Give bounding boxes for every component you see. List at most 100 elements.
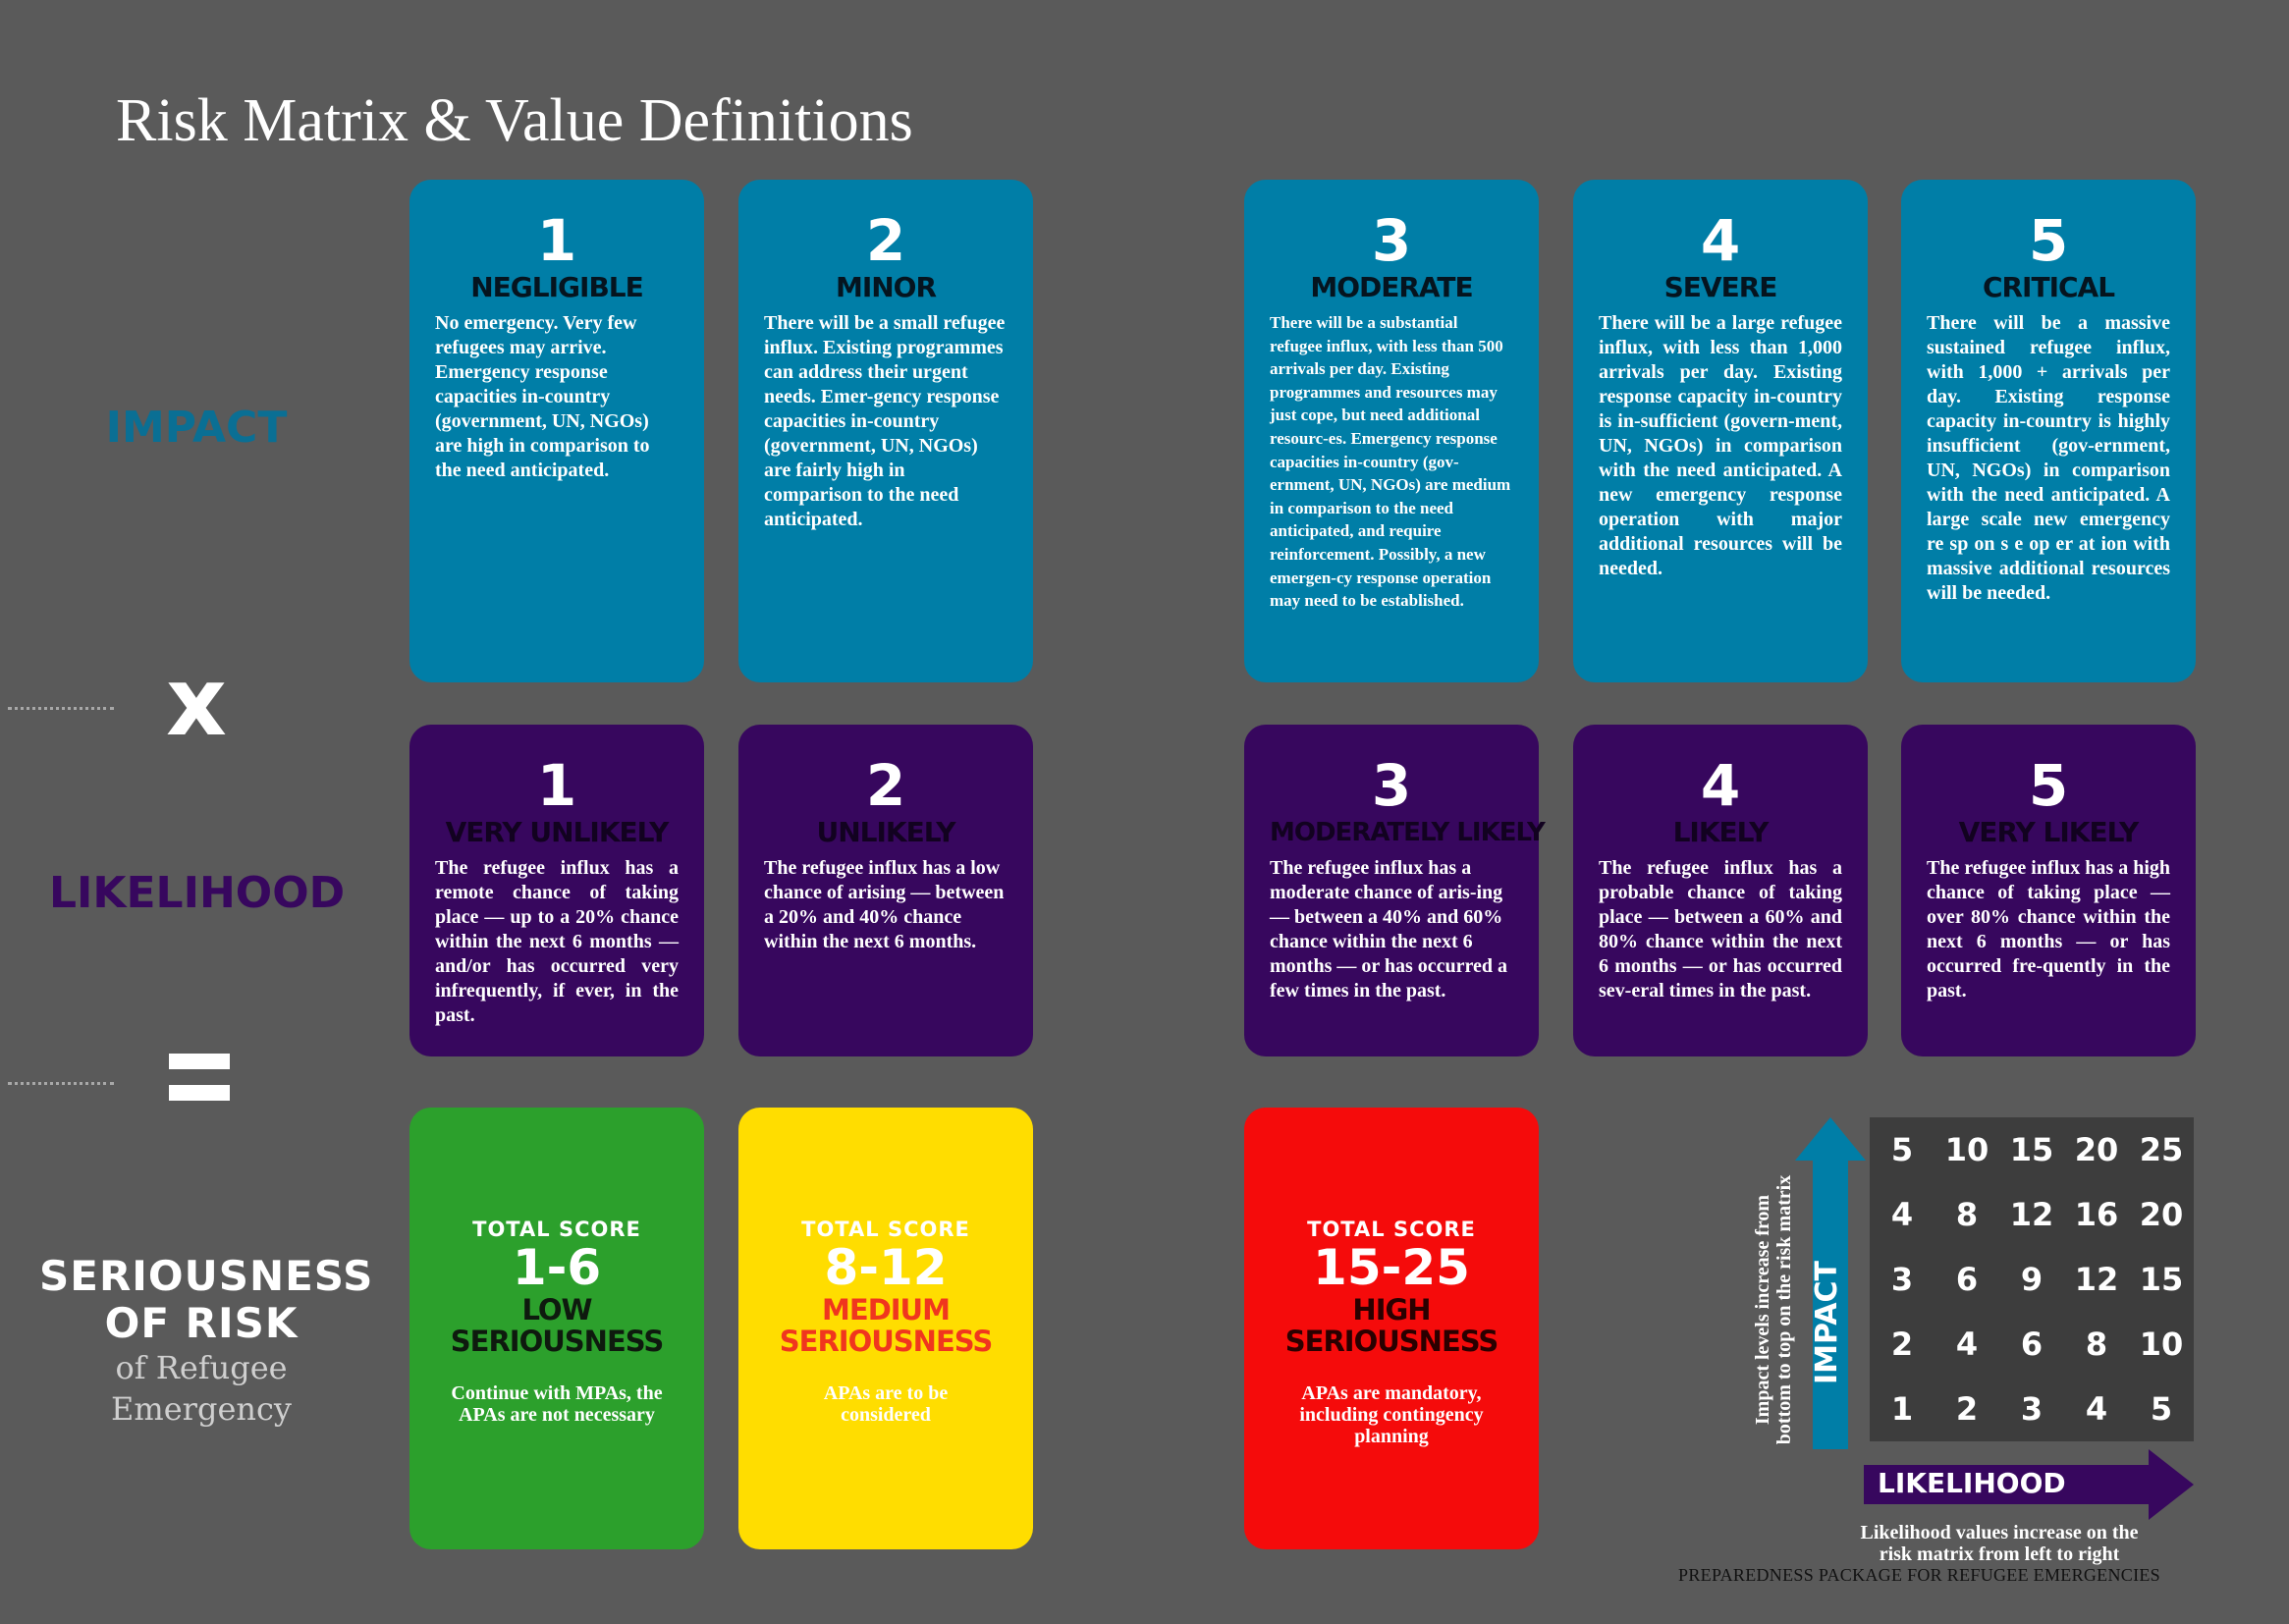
matrix-cell: 6 [2020,1326,2044,1363]
impact-number: 4 [1700,207,1741,274]
matrix-cell: 4 [1890,1196,1914,1233]
likelihood-card-4: 4 LIKELY The refugee influx has a probab… [1573,725,1868,1056]
matrix-cell: 8 [2085,1326,2108,1363]
impact-level: CRITICAL [1982,271,2115,303]
impact-level: MODERATE [1310,271,1473,303]
likelihood-level: UNLIKELY [816,816,955,848]
seriousness-level: LOW [521,1293,592,1326]
score-note: APAs are mandatory, including contingenc… [1299,1382,1484,1447]
seriousness-sub2: Emergency [111,1390,292,1428]
likelihood-level: VERY UNLIKELY [445,816,670,848]
seriousness-sub1: of Refugee [115,1349,288,1386]
impact-level: MINOR [835,271,937,303]
divider-dots [8,1082,114,1085]
likelihood-card-3: 3 MODERATELY LIKELY The refugee influx h… [1244,725,1546,1056]
matrix-cell: 20 [2074,1131,2119,1168]
impact-card-2: 2 MINOR There will be a small refugee in… [738,180,1033,682]
seriousness-word: SERIOUSNESS [450,1325,664,1358]
impact-side-label: IMPACT [105,403,288,453]
score-range: 15-25 [1313,1239,1470,1296]
matrix-cell: 2 [1955,1390,1979,1428]
likelihood-description: The refugee influx has a moderate chance… [1270,857,1508,1001]
matrix-cell: 16 [2074,1196,2119,1233]
times-symbol: x [166,647,227,757]
likelihood-description: The refugee influx has a probable chance… [1599,857,1842,1001]
impact-note-line1: Impact levels increase from [1752,1194,1773,1426]
impact-description: There will be a large refugee influx, wi… [1599,312,1842,579]
impact-card-5: 5 CRITICAL There will be a massive susta… [1901,180,2196,682]
likelihood-number: 2 [865,752,906,819]
matrix-cell: 6 [1955,1261,1979,1298]
matrix-cell: 15 [2139,1261,2184,1298]
matrix-cell: 4 [1955,1326,1979,1363]
likelihood-number: 1 [536,752,577,819]
matrix-cell: 1 [1890,1390,1914,1428]
likelihood-description: The refugee influx has a low chance of a… [764,857,1005,952]
score-label: TOTAL SCORE [1307,1218,1476,1241]
score-card-high: TOTAL SCORE 15-25 HIGH SERIOUSNESS APAs … [1244,1108,1539,1549]
score-label: TOTAL SCORE [801,1218,970,1241]
impact-description: There will be a substantial refugee infl… [1270,313,1511,611]
likelihood-card-1: 1 VERY UNLIKELY The refugee influx has a… [409,725,704,1056]
seriousness-sub: of Refugee Emergency [39,1347,363,1430]
impact-note: Impact levels increase from bottom to to… [1752,1153,1795,1467]
likelihood-level: LIKELY [1672,816,1770,848]
impact-arrow-icon [1795,1117,1866,1449]
impact-description: No emergency. Very few refugees may arri… [435,312,650,481]
matrix-cell: 5 [2150,1390,2173,1428]
score-note: APAs are to be considered [823,1382,949,1426]
matrix-cell: 25 [2139,1131,2184,1168]
matrix-cell: 4 [2085,1390,2108,1428]
likelihood-side-label: LIKELIHOOD [49,868,346,918]
likelihood-axis-label: LIKELIHOOD [1878,1467,2066,1499]
impact-level: NEGLIGIBLE [470,271,644,303]
matrix-cell: 12 [2074,1261,2119,1298]
likelihood-note-line2: risk matrix from left to right [1879,1543,2120,1565]
matrix-cell: 20 [2139,1196,2184,1233]
impact-note-line2: bottom to top on the risk matrix [1773,1174,1795,1445]
score-card-low: TOTAL SCORE 1-6 LOW SERIOUSNESS Continue… [409,1108,704,1549]
seriousness-line2: OF RISK [104,1299,299,1347]
likelihood-number: 4 [1700,752,1741,819]
impact-number: 2 [865,207,906,274]
seriousness-line1: SERIOUSNESS [39,1252,374,1300]
likelihood-description: The refugee influx has a high chance of … [1927,857,2170,1001]
score-card-medium: TOTAL SCORE 8-12 MEDIUM SERIOUSNESS APAs… [738,1108,1033,1549]
matrix-cell: 8 [1955,1196,1979,1233]
impact-card-1: 1 NEGLIGIBLE No emergency. Very few refu… [409,180,704,682]
score-range: 8-12 [824,1239,948,1296]
seriousness-level: HIGH [1352,1293,1431,1326]
likelihood-note-line1: Likelihood values increase on the [1860,1522,2139,1543]
risk-matrix: 5 10 15 20 25 4 8 12 16 20 3 6 9 12 15 2… [1870,1117,2194,1441]
impact-number: 1 [536,207,577,274]
equals-symbol: = [169,1054,230,1107]
matrix-cell: 3 [2020,1390,2044,1428]
impact-level: SEVERE [1663,271,1778,303]
likelihood-number: 5 [2028,752,2069,819]
matrix-cell: 2 [1890,1326,1914,1363]
score-label: TOTAL SCORE [472,1218,641,1241]
impact-card-3: 3 MODERATE There will be a substantial r… [1244,180,1539,682]
page-title: Risk Matrix & Value Definitions [116,87,913,154]
impact-card-4: 4 SEVERE There will be a large refugee i… [1573,180,1868,682]
score-note: Continue with MPAs, the APAs are not nec… [451,1382,663,1426]
matrix-cell: 3 [1890,1261,1914,1298]
score-range: 1-6 [512,1239,602,1296]
impact-number: 5 [2028,207,2069,274]
matrix-cell: 10 [2139,1326,2184,1363]
likelihood-note: Likelihood values increase on the risk m… [1813,1522,2186,1565]
matrix-cell: 15 [2009,1131,2054,1168]
seriousness-word: SERIOUSNESS [779,1325,993,1358]
likelihood-description: The refugee influx has a remote chance o… [435,857,679,1026]
matrix-cell: 12 [2009,1196,2054,1233]
likelihood-card-2: 2 UNLIKELY The refugee influx has a low … [738,725,1033,1056]
seriousness-word: SERIOUSNESS [1284,1325,1499,1358]
likelihood-arrow-icon [1864,1449,2194,1520]
impact-number: 3 [1371,207,1412,274]
likelihood-card-5: 5 VERY LIKELY The refugee influx has a h… [1901,725,2196,1056]
likelihood-level: MODERATELY LIKELY [1270,818,1546,847]
footer-text: PREPAREDNESS PACKAGE FOR REFUGEE EMERGEN… [1678,1565,2160,1585]
matrix-cell: 5 [1890,1131,1914,1168]
divider-dots [8,707,114,710]
impact-description: There will be a small refugee influx. Ex… [764,312,1006,530]
